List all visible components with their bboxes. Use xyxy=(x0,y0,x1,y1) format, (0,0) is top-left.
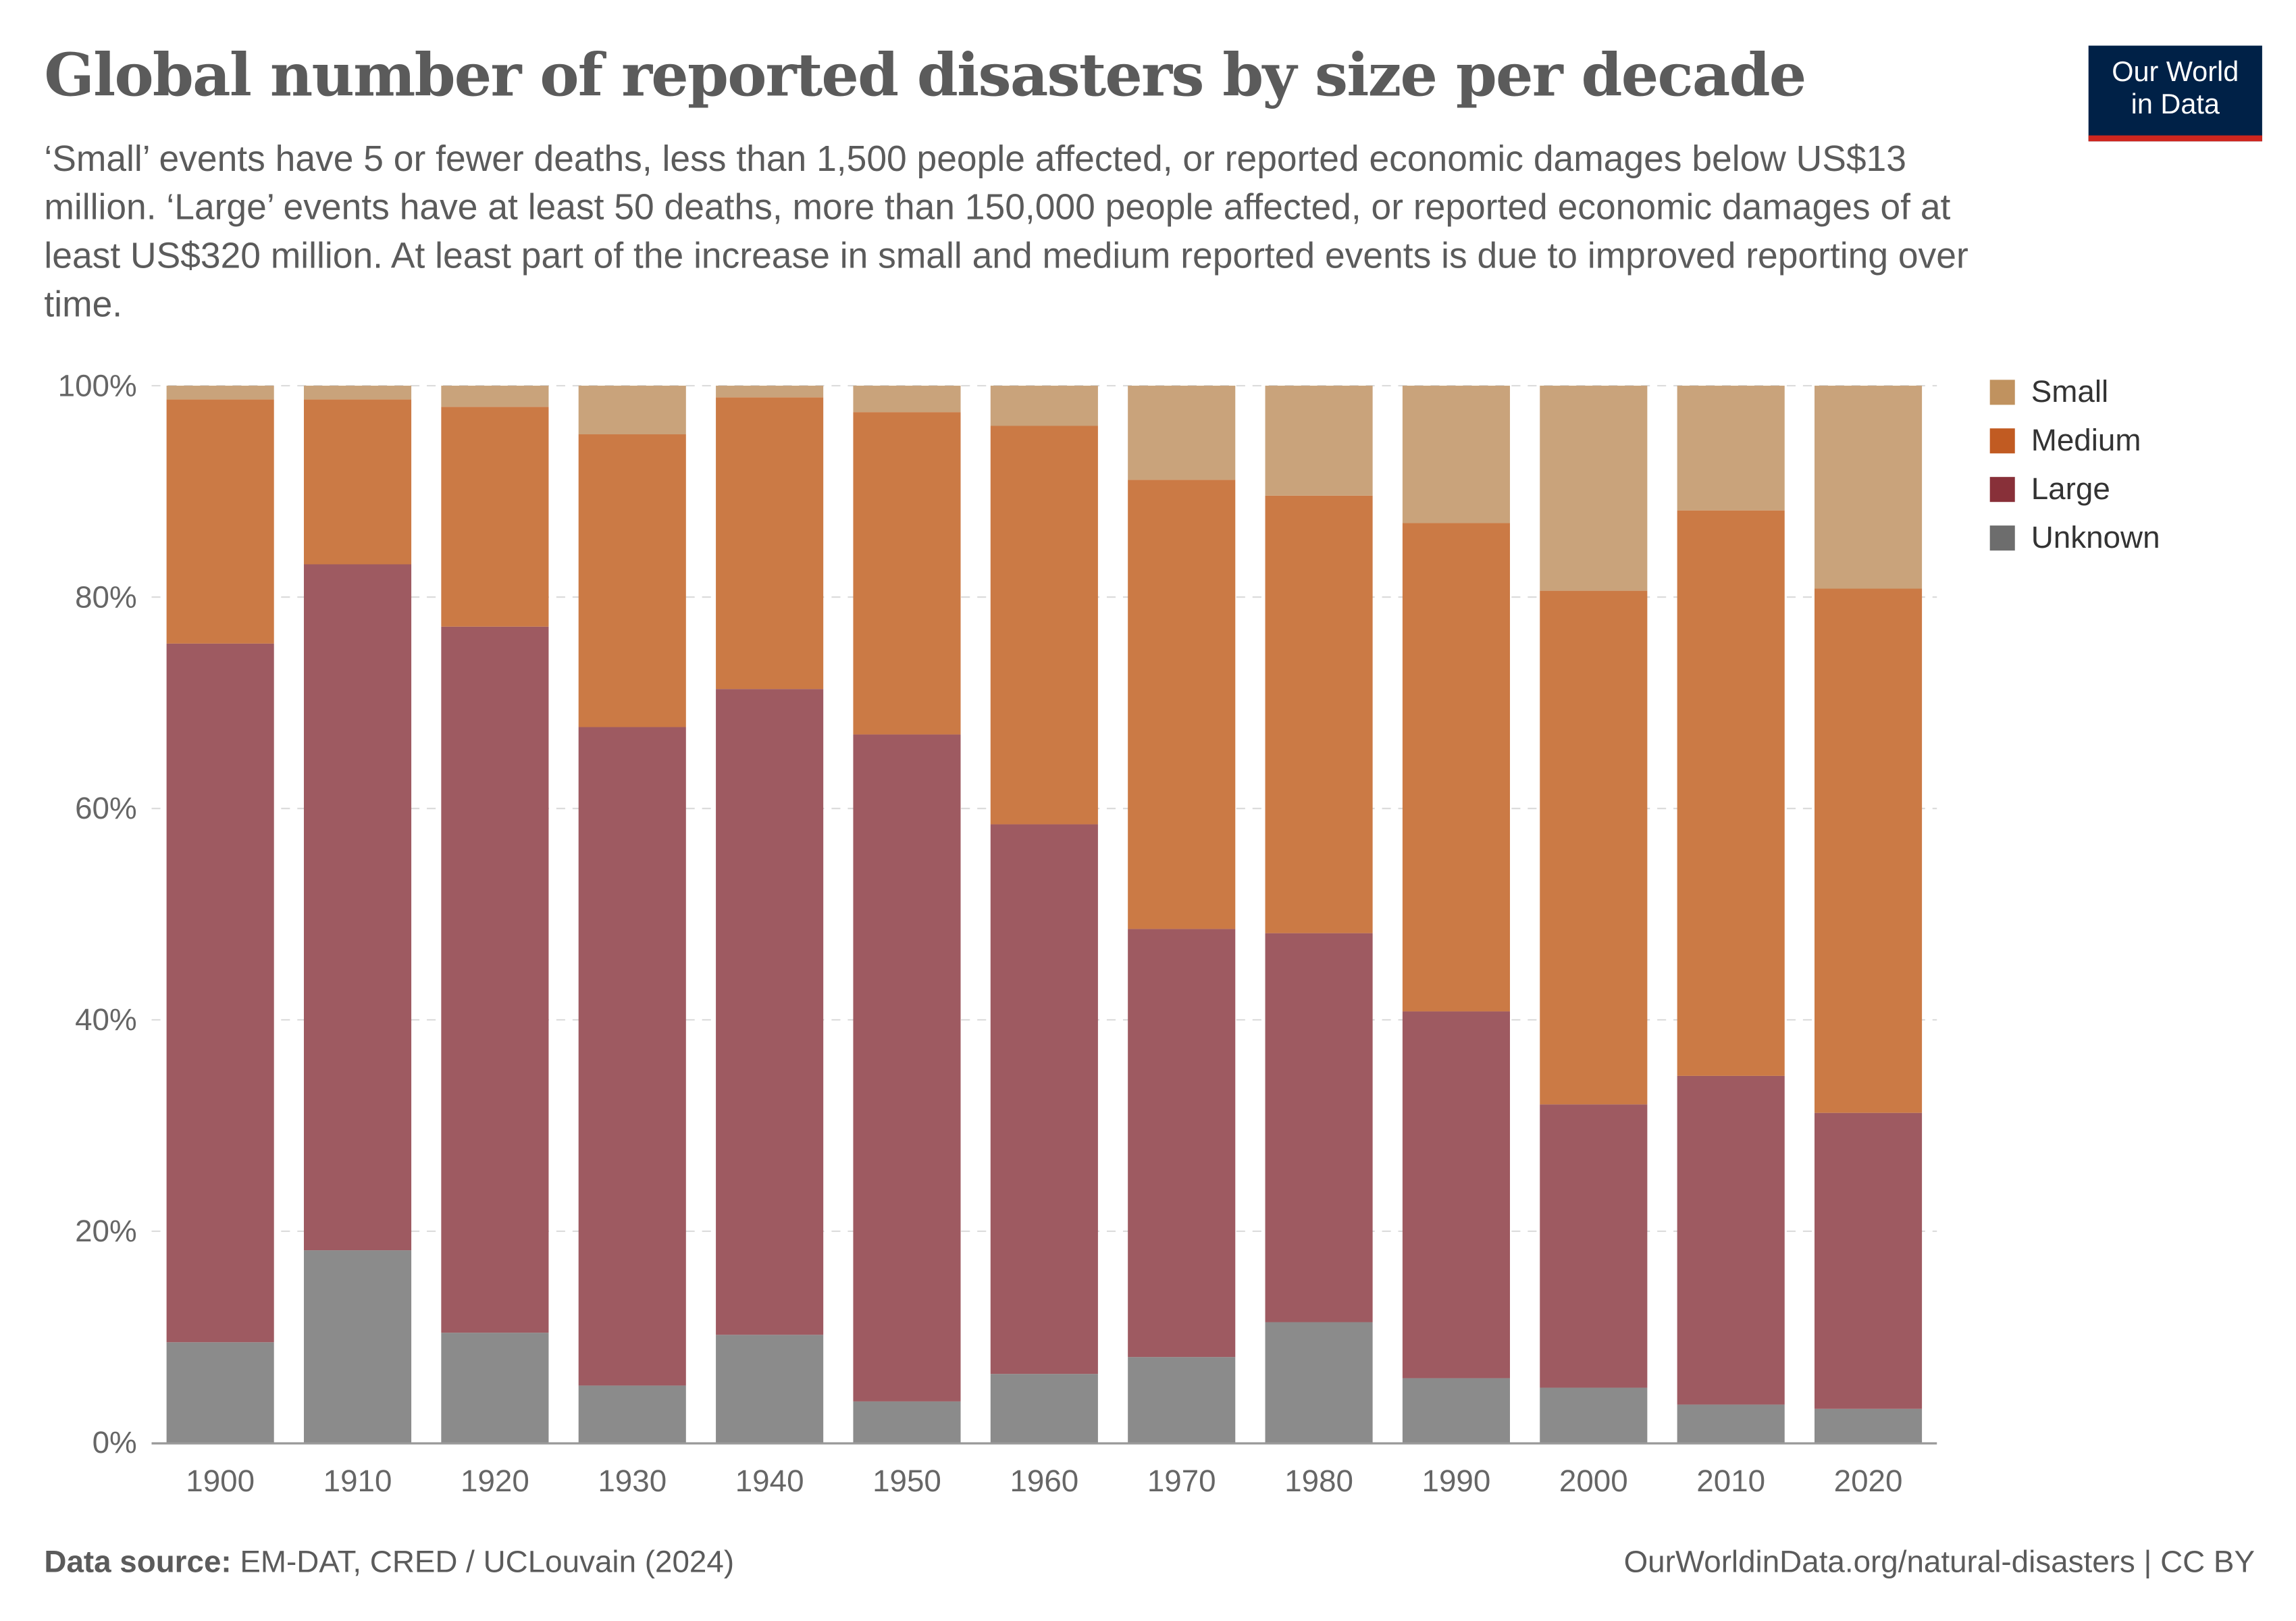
x-tick-label: 2010 xyxy=(1696,1464,1765,1498)
x-tick-label: 1990 xyxy=(1422,1464,1491,1498)
bar-medium-1920 xyxy=(441,407,549,627)
data-source-label: Data source: xyxy=(44,1545,232,1580)
y-tick-label: 20% xyxy=(75,1214,137,1248)
bar-small-1990 xyxy=(1402,386,1510,523)
x-tick-label: 1930 xyxy=(598,1464,667,1498)
legend-label: Medium xyxy=(2031,423,2141,457)
y-tick-label: 60% xyxy=(75,791,137,825)
bar-unknown-1920 xyxy=(441,1333,549,1443)
bar-small-1950 xyxy=(853,386,961,413)
bar-large-1970 xyxy=(1128,929,1236,1358)
x-tick-label: 1910 xyxy=(323,1464,392,1498)
bar-small-1910 xyxy=(303,386,412,400)
bar-unknown-1930 xyxy=(578,1385,686,1443)
x-tick-label: 1900 xyxy=(186,1464,255,1498)
legend-label: Large xyxy=(2031,471,2110,506)
bar-small-1940 xyxy=(716,386,824,398)
bar-large-2010 xyxy=(1677,1075,1785,1405)
y-tick-label: 40% xyxy=(75,1002,137,1037)
y-tick-label: 0% xyxy=(93,1425,137,1460)
bar-large-1960 xyxy=(990,824,1098,1374)
bar-medium-1940 xyxy=(716,397,824,690)
logo-line-2: in Data xyxy=(2131,89,2220,121)
bar-large-1900 xyxy=(166,643,274,1343)
bar-unknown-1990 xyxy=(1402,1378,1510,1443)
bar-large-1990 xyxy=(1402,1011,1510,1379)
y-tick-label: 100% xyxy=(58,368,137,403)
bar-unknown-1940 xyxy=(716,1335,824,1443)
x-tick-label: 2000 xyxy=(1559,1464,1628,1498)
bar-large-1940 xyxy=(716,689,824,1335)
bar-medium-1910 xyxy=(303,399,412,565)
bar-small-1930 xyxy=(578,386,686,435)
bar-unknown-1950 xyxy=(853,1401,961,1443)
data-source-text: EM-DAT, CRED / UCLouvain (2024) xyxy=(231,1545,735,1580)
chart-subtitle: ‘Small’ events have 5 or fewer deaths, l… xyxy=(44,140,1968,326)
legend-item-medium[interactable]: Medium xyxy=(1989,417,2160,465)
bar-large-1950 xyxy=(853,734,961,1401)
y-tick-label: 80% xyxy=(75,580,137,614)
bar-small-1920 xyxy=(441,386,549,407)
bar-medium-1990 xyxy=(1402,523,1510,1012)
bar-large-2000 xyxy=(1540,1104,1648,1388)
bar-unknown-2020 xyxy=(1814,1408,1923,1443)
bar-unknown-2000 xyxy=(1540,1387,1648,1443)
legend-swatch xyxy=(1989,477,2015,503)
bar-small-1970 xyxy=(1128,386,1236,480)
x-tick-label: 1970 xyxy=(1147,1464,1216,1498)
bar-small-2010 xyxy=(1677,386,1785,511)
legend-label: Unknown xyxy=(2031,520,2160,555)
bar-small-1960 xyxy=(990,386,1098,426)
bar-medium-2010 xyxy=(1677,510,1785,1076)
x-tick-label: 1920 xyxy=(461,1464,529,1498)
bar-medium-1930 xyxy=(578,434,686,727)
x-tick-label: 1960 xyxy=(1010,1464,1078,1498)
bar-large-1930 xyxy=(578,727,686,1386)
source-url[interactable]: OurWorldinData.org/natural-disasters | C… xyxy=(1623,1545,2255,1580)
bar-medium-2000 xyxy=(1540,590,1648,1105)
bar-unknown-1980 xyxy=(1265,1322,1373,1443)
legend-item-small[interactable]: Small xyxy=(1989,368,2160,417)
bar-medium-1900 xyxy=(166,399,274,644)
bar-small-2000 xyxy=(1540,386,1648,591)
legend-swatch xyxy=(1989,428,2015,454)
bar-medium-1970 xyxy=(1128,480,1236,929)
bar-unknown-1970 xyxy=(1128,1357,1236,1443)
legend-item-unknown[interactable]: Unknown xyxy=(1989,514,2160,563)
bar-unknown-1910 xyxy=(303,1250,412,1443)
legend-item-large[interactable]: Large xyxy=(1989,465,2160,514)
legend-label: Small xyxy=(2031,374,2109,409)
bar-unknown-1900 xyxy=(166,1342,274,1443)
bar-large-2020 xyxy=(1814,1112,1923,1409)
bar-large-1980 xyxy=(1265,933,1373,1322)
logo-line-1: Our World xyxy=(2112,57,2239,88)
bar-unknown-1960 xyxy=(990,1374,1098,1443)
bar-unknown-2010 xyxy=(1677,1404,1785,1443)
bar-medium-1960 xyxy=(990,426,1098,825)
bar-medium-1980 xyxy=(1265,495,1373,933)
data-source: Data source: EM-DAT, CRED / UCLouvain (2… xyxy=(44,1545,734,1580)
x-tick-label: 1950 xyxy=(872,1464,941,1498)
bar-large-1910 xyxy=(303,564,412,1251)
bar-small-1900 xyxy=(166,386,274,400)
legend: Small Medium Large Unknown xyxy=(1989,368,2160,563)
legend-swatch xyxy=(1989,525,2015,551)
legend-swatch xyxy=(1989,380,2015,405)
bar-large-1920 xyxy=(441,626,549,1333)
x-tick-label: 2020 xyxy=(1834,1464,1903,1498)
chart-title: Global number of reported disasters by s… xyxy=(44,41,1806,111)
owid-logo[interactable]: Our World in Data xyxy=(2088,45,2262,142)
bar-small-2020 xyxy=(1814,386,1923,589)
bar-small-1980 xyxy=(1265,386,1373,496)
bar-medium-2020 xyxy=(1814,588,1923,1113)
x-tick-label: 1940 xyxy=(735,1464,804,1498)
x-tick-label: 1980 xyxy=(1284,1464,1353,1498)
bar-medium-1950 xyxy=(853,412,961,735)
